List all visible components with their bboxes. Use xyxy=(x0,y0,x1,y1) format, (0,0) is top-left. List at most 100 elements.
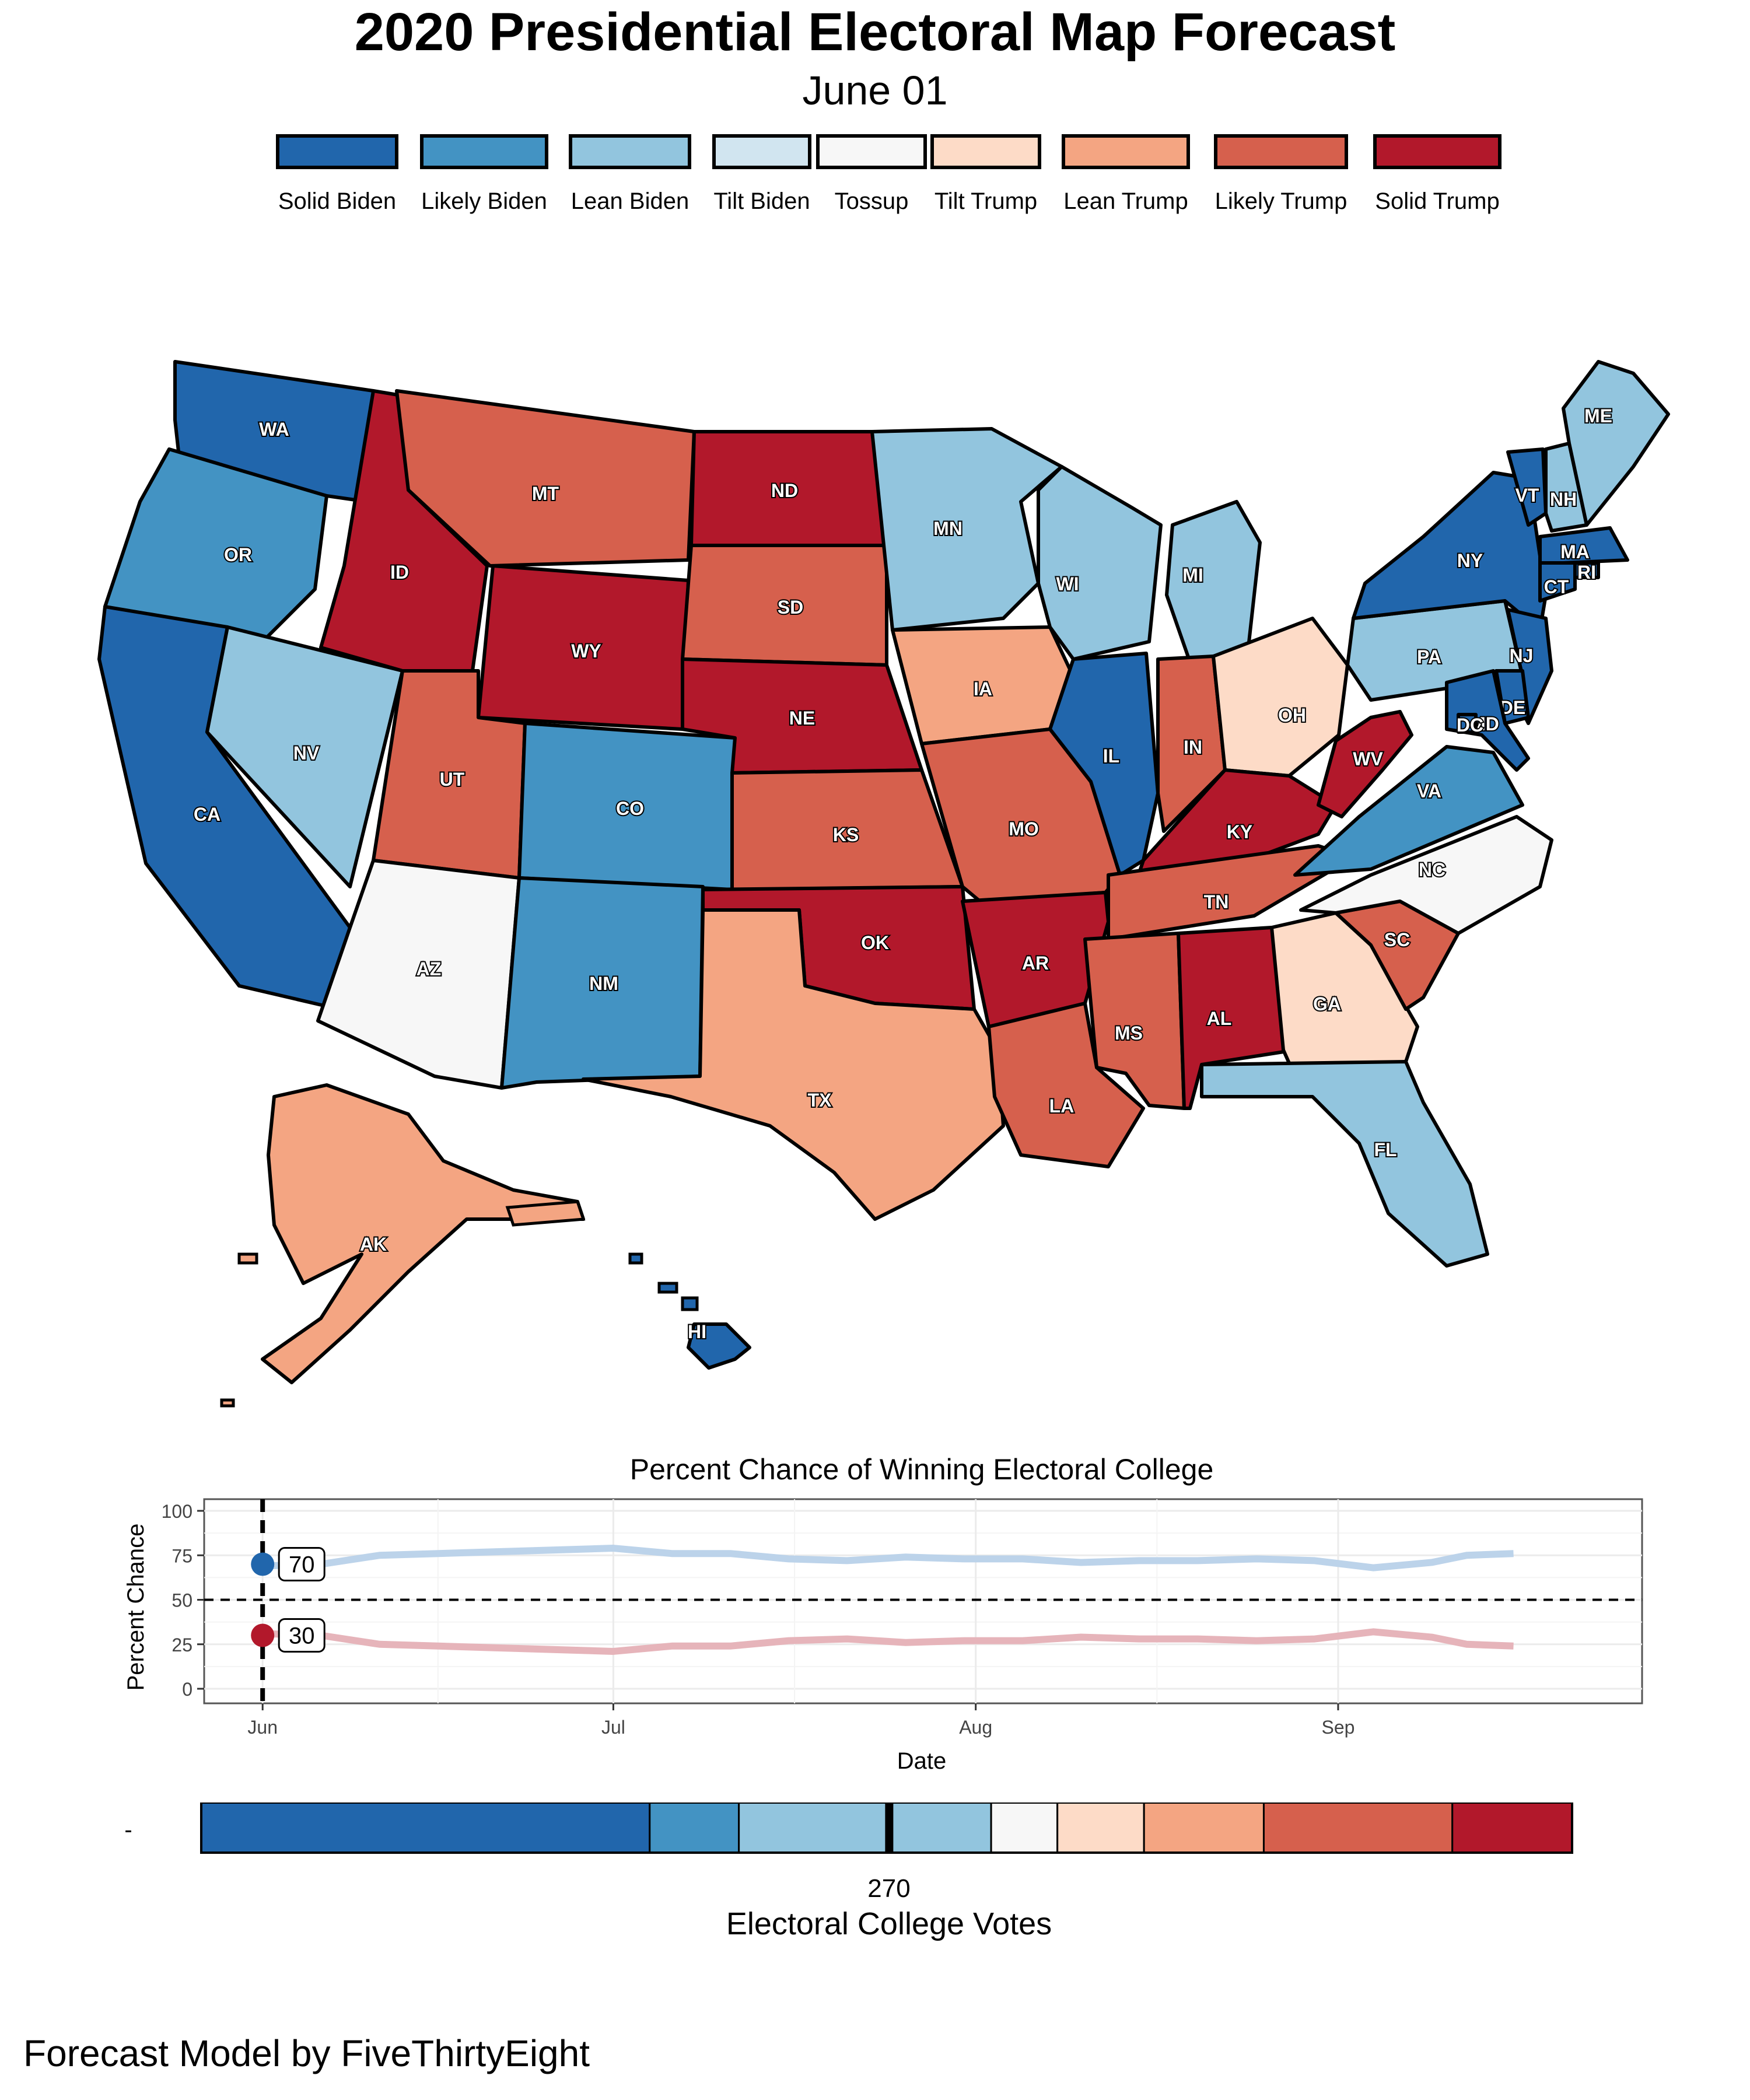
state-label: IL xyxy=(1103,746,1119,766)
prob-chart-title: Percent Chance of Winning Electoral Coll… xyxy=(630,1453,1214,1486)
state-ks: KS xyxy=(730,768,964,891)
legend-label: Lean Trump xyxy=(1063,188,1188,214)
legend-swatch xyxy=(1214,134,1348,169)
state-label: DC xyxy=(1457,715,1483,736)
state-ut: UT xyxy=(372,669,527,880)
state-co: CO xyxy=(517,722,737,891)
state-label: NM xyxy=(589,973,618,994)
y-tick-label: 0 xyxy=(182,1679,192,1700)
state-sd: SD xyxy=(681,544,888,667)
state-label: OK xyxy=(861,932,889,953)
state-nv: NV xyxy=(205,625,404,888)
y-tick-label: 75 xyxy=(172,1545,192,1566)
prob-x-axis-label: Date xyxy=(897,1748,947,1774)
state-label: MS xyxy=(1115,1023,1143,1044)
legend-swatch xyxy=(712,134,811,169)
prob-y-axis-label: Percent Chance xyxy=(123,1524,149,1691)
state-fl: FL xyxy=(1200,1060,1489,1268)
footer-credit: Forecast Model by FiveThirtyEight xyxy=(23,2032,590,2074)
state-label: RI xyxy=(1577,562,1596,583)
current-value-label: 70 xyxy=(289,1552,315,1578)
state-label: OR xyxy=(224,544,252,565)
legend-item: Likely Trump xyxy=(1194,134,1368,216)
legend-item: Tilt Biden xyxy=(674,134,849,216)
state-ma: MA xyxy=(1538,526,1629,565)
state-label: AZ xyxy=(416,958,442,979)
state-label: NY xyxy=(1457,550,1483,571)
legend-label: Tilt Trump xyxy=(934,188,1038,214)
state-label: MO xyxy=(1009,818,1039,839)
ev-segment-tossup xyxy=(990,1803,1059,1854)
legend-swatch xyxy=(816,134,927,169)
state-label: WA xyxy=(259,419,289,440)
legend-item: Likely Biden xyxy=(397,134,572,216)
legend-item: Lean Trump xyxy=(1038,134,1213,216)
legend-label: Likely Trump xyxy=(1214,188,1348,214)
state-label: ME xyxy=(1584,405,1612,426)
state-label: VT xyxy=(1516,485,1539,506)
state-label: CO xyxy=(616,798,644,819)
state-label: CT xyxy=(1544,576,1569,597)
state-label: AK xyxy=(360,1234,387,1255)
ev-segment-likely-trump xyxy=(1262,1803,1454,1854)
legend-item: Tilt Trump xyxy=(898,134,1073,216)
y-tick-label: 50 xyxy=(172,1590,192,1611)
state-in: IN xyxy=(1156,654,1227,833)
state-dc: DC xyxy=(1455,713,1485,737)
legend-item: Tossup xyxy=(784,134,959,216)
state-nm: NM xyxy=(500,876,705,1090)
state-label: TN xyxy=(1204,891,1229,912)
x-tick-label: Jun xyxy=(247,1717,278,1738)
state-mt: MT xyxy=(395,389,696,568)
x-tick-label: Sep xyxy=(1321,1717,1354,1738)
legend-swatch xyxy=(1373,134,1502,169)
state-label: FL xyxy=(1374,1139,1396,1160)
state-label: CA xyxy=(194,804,220,825)
legend-label: Likely Biden xyxy=(421,188,547,214)
state-label: AL xyxy=(1207,1008,1232,1029)
us-map: WA OR CA NV ID MT WY UT AZ CO NM ND SD NE KS OK TX MN IA MO… xyxy=(97,360,1670,1408)
legend-label: Lean Biden xyxy=(570,188,690,214)
x-tick-label: Aug xyxy=(959,1717,992,1738)
ev-segment-likely-biden xyxy=(649,1803,740,1854)
state-label: ID xyxy=(390,562,409,583)
state-mi: MI xyxy=(1165,500,1262,664)
state-hi: HI xyxy=(628,1252,751,1370)
state-ia: IA xyxy=(891,625,1075,746)
state-nh: NH xyxy=(1544,442,1588,533)
legend-label: Solid Trump xyxy=(1375,188,1500,214)
state-la: LA xyxy=(987,1002,1145,1168)
legend-item: Lean Biden xyxy=(542,134,718,216)
state-va: VA xyxy=(1293,745,1524,877)
state-label: IN xyxy=(1184,737,1202,758)
state-tn: TN xyxy=(1107,844,1355,941)
state-md: MD xyxy=(1445,669,1530,772)
state-label: SD xyxy=(778,597,803,618)
state-label: MA xyxy=(1560,541,1590,562)
chart-title: 2020 Presidential Electoral Map Forecast xyxy=(354,2,1396,62)
ev-segment-solid-biden xyxy=(200,1803,651,1854)
ev-row-label: - xyxy=(124,1817,132,1843)
current-value-label: 30 xyxy=(289,1623,315,1649)
state-label: HI xyxy=(688,1321,706,1342)
state-label: MI xyxy=(1182,565,1203,586)
current-value-box xyxy=(278,1618,326,1653)
state-label: ND xyxy=(771,480,798,501)
state-nd: ND xyxy=(690,430,888,547)
state-label: PA xyxy=(1417,646,1441,667)
win-probability-chart: Percent Chance of Winning Electoral Coll… xyxy=(123,1453,1643,1774)
legend-swatch xyxy=(930,134,1041,169)
state-il: IL xyxy=(1048,652,1160,877)
state-nc: NC xyxy=(1299,815,1553,935)
state-label: KS xyxy=(833,824,859,845)
state-label: VA xyxy=(1417,780,1441,802)
state-me: ME xyxy=(1562,360,1670,527)
legend-swatch xyxy=(569,134,691,169)
state-label: WY xyxy=(571,640,601,662)
state-label: WV xyxy=(1353,748,1383,769)
x-tick-label: Jul xyxy=(601,1717,625,1738)
current-point-trump xyxy=(251,1623,275,1647)
state-label: NV xyxy=(293,743,320,764)
state-oh: OH xyxy=(1212,617,1349,778)
state-ak: AK xyxy=(220,1083,586,1408)
